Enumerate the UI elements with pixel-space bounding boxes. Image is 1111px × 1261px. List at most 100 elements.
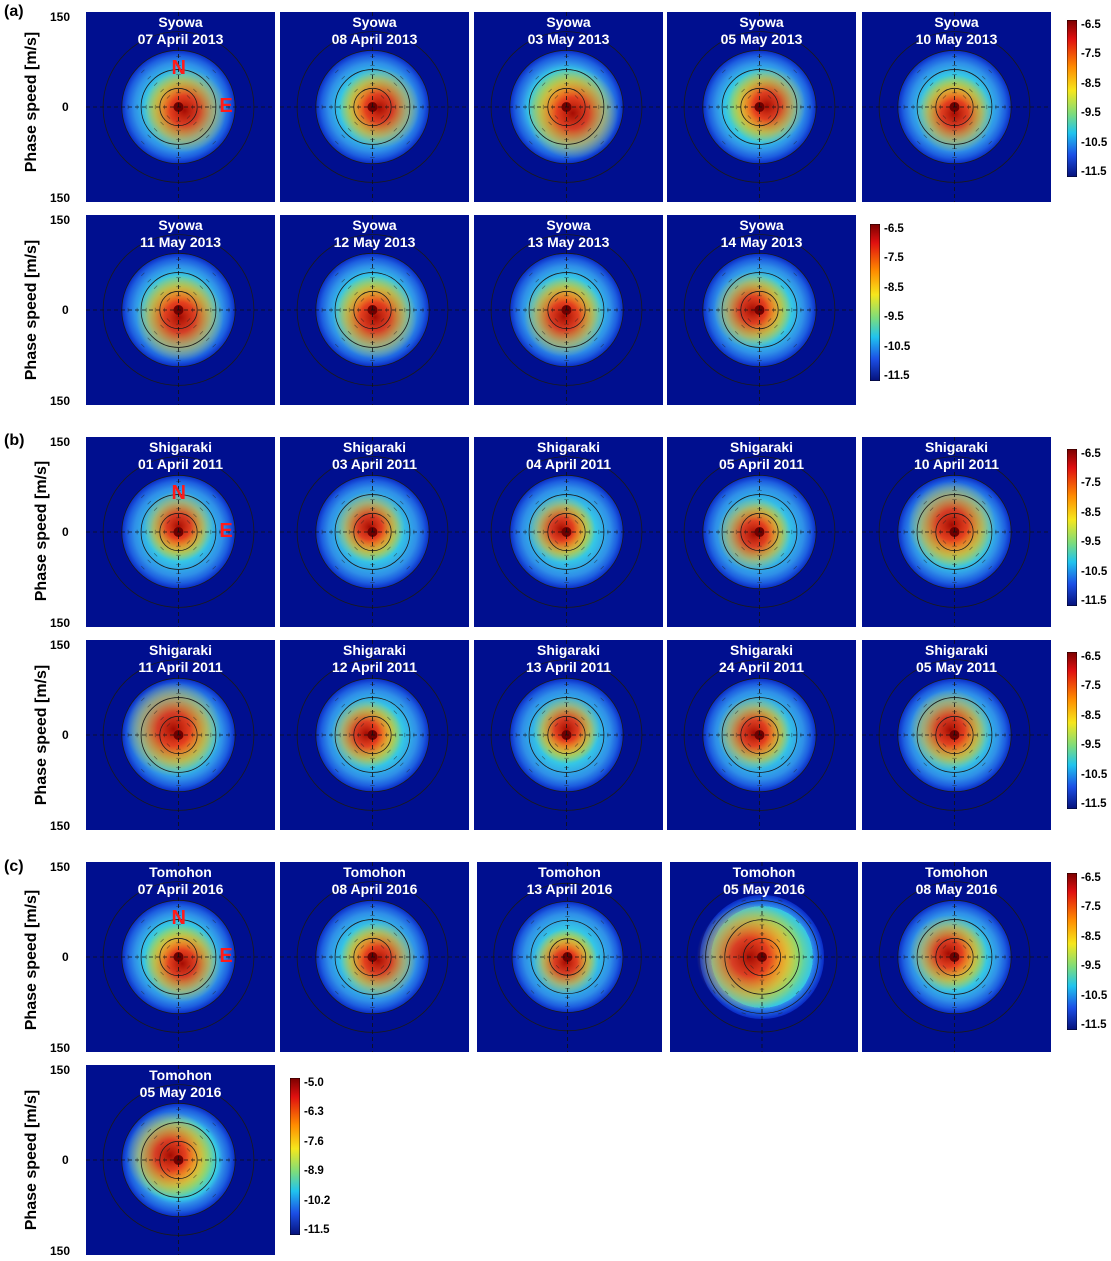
polar-heatmap: [86, 640, 275, 830]
colorbar-tick-label: -8.5: [1081, 506, 1101, 519]
polar-panel: Syowa 14 May 2013: [667, 215, 856, 405]
polar-heatmap: [280, 640, 469, 830]
flux-arrows: [903, 481, 1006, 583]
panel-title: Syowa 11 May 2013: [86, 217, 275, 251]
panel-date: 13 May 2013: [527, 234, 610, 250]
flux-arrows: [321, 684, 424, 786]
colorbar: -5.0 -6.3 -7.6 -8.9 -10.2 -11.5: [290, 1077, 340, 1236]
colorbar-tick-label: -9.5: [1081, 739, 1101, 752]
polar-panel: Shigaraki 04 April 2011: [474, 437, 663, 627]
flux-arrows: [127, 481, 230, 583]
panel-title: Tomohon 08 May 2016: [862, 864, 1051, 898]
y-tick-label: 150: [50, 435, 71, 449]
y-tick-label: 150: [50, 860, 71, 874]
colorbar-tick-label: -7.5: [1081, 48, 1101, 61]
y-tick-label: 150: [50, 191, 71, 205]
spectrum-peak: [333, 275, 418, 359]
panel-site-name: Shigaraki: [342, 642, 407, 658]
polar-heatmap: [862, 437, 1051, 627]
flux-arrows: [903, 56, 1006, 158]
colorbar-gradient: [1067, 873, 1077, 1030]
spectrum-peak: [142, 68, 227, 153]
polar-panel: Shigaraki 11 April 2011: [86, 640, 275, 830]
y-tick-label: 150: [50, 819, 71, 833]
spectrum-peak: [533, 695, 600, 763]
polar-heatmap: [667, 215, 856, 405]
east-marker: E: [219, 945, 233, 967]
spectrum-peak: [126, 682, 221, 777]
panel-date: 05 May 2011: [916, 659, 997, 675]
panel-title: Syowa 03 May 2013: [474, 14, 663, 48]
flux-arrows: [321, 481, 424, 583]
polar-panel: Shigaraki 10 April 2011: [862, 437, 1051, 627]
panel-date: 11 May 2013: [140, 234, 221, 250]
spectrum-peak: [717, 497, 792, 571]
colorbar: -6.5 -7.5 -8.5 -9.5 -10.5 -11.5: [1067, 19, 1111, 178]
polar-heatmap: [477, 862, 662, 1052]
polar-heatmap: [280, 12, 469, 202]
spectrum-peak: [532, 929, 599, 995]
colorbar-tick-label: -7.5: [1081, 680, 1101, 693]
panel-site-name: Syowa: [739, 217, 784, 233]
panel-title: Tomohon 05 May 2016: [670, 864, 858, 898]
panel-date: 05 April 2011: [718, 456, 805, 472]
colorbar-tick-label: -9.5: [884, 311, 904, 324]
polar-panel: Tomohon 08 April 2016: [280, 862, 469, 1052]
flux-arrows: [708, 259, 811, 361]
spectrum-peak: [339, 921, 417, 999]
flux-arrows: [515, 259, 618, 361]
colorbar-tick-label: -7.6: [304, 1135, 324, 1148]
polar-panel: Shigaraki 03 April 2011: [280, 437, 469, 627]
spectrum-peak: [143, 491, 214, 562]
y-tick-label: 0: [62, 303, 69, 317]
panel-title: Syowa 12 May 2013: [280, 217, 469, 251]
y-tick-label: 150: [50, 1244, 71, 1258]
y-tick-label: 0: [62, 950, 69, 964]
polar-heatmap: [86, 215, 275, 405]
panel-site-name: Shigaraki: [924, 439, 989, 455]
polar-heatmap: [862, 12, 1051, 202]
panel-title: Tomohon 08 April 2016: [280, 864, 469, 898]
colorbar-tick-label: -8.9: [304, 1165, 324, 1178]
panel-title: Tomohon 05 May 2016: [86, 1067, 275, 1101]
colorbar-tick-label: -10.5: [884, 340, 911, 353]
polar-panel: Tomohon 08 May 2016: [862, 862, 1051, 1052]
flux-arrows: [127, 259, 230, 361]
spectrum-peak: [910, 915, 988, 993]
flux-arrows: [708, 56, 811, 158]
panel-title: Syowa 14 May 2013: [667, 217, 856, 251]
panel-title: Shigaraki 03 April 2011: [280, 439, 469, 473]
east-marker: E: [219, 95, 233, 117]
spectrum-peak: [717, 696, 792, 770]
section-tag-b: (b): [4, 432, 25, 449]
y-tick-label: 150: [50, 1041, 71, 1055]
north-marker: N: [171, 907, 186, 930]
polar-heatmap: [86, 437, 275, 627]
spectrum-peak: [728, 67, 806, 145]
colorbar-tick-label: -6.5: [884, 223, 904, 235]
polar-heatmap: [474, 437, 663, 627]
panel-title: Shigaraki 05 May 2011: [862, 642, 1051, 676]
colorbar-tick-label: -8.5: [1081, 77, 1101, 90]
panel-site-name: Shigaraki: [924, 642, 989, 658]
colorbar-tick-label: -6.5: [1081, 872, 1101, 884]
colorbar-tick-label: -7.5: [1081, 901, 1101, 914]
polar-heatmap: [667, 12, 856, 202]
polar-panel: Syowa 13 May 2013: [474, 215, 663, 405]
polar-panel: Syowa 07 April 2013: [86, 12, 275, 202]
panel-date: 03 April 2011: [331, 456, 418, 472]
polar-panel: Syowa 10 May 2013: [862, 12, 1051, 202]
panel-date: 11 April 2011: [138, 659, 223, 675]
flux-arrows: [321, 259, 424, 361]
colorbar-tick-label: -11.5: [1081, 166, 1107, 178]
polar-heatmap: [474, 640, 663, 830]
polar-heatmap: [667, 640, 856, 830]
flux-arrows: [517, 907, 618, 1007]
flux-arrows: [903, 906, 1006, 1008]
panel-site-name: Syowa: [546, 14, 591, 30]
colorbar-tick-label: -10.5: [1081, 136, 1108, 149]
panel-site-name: Syowa: [158, 217, 203, 233]
spectrum-peak: [331, 698, 402, 770]
panel-site-name: Tomohon: [538, 864, 601, 880]
panel-title: Shigaraki 11 April 2011: [86, 642, 275, 676]
